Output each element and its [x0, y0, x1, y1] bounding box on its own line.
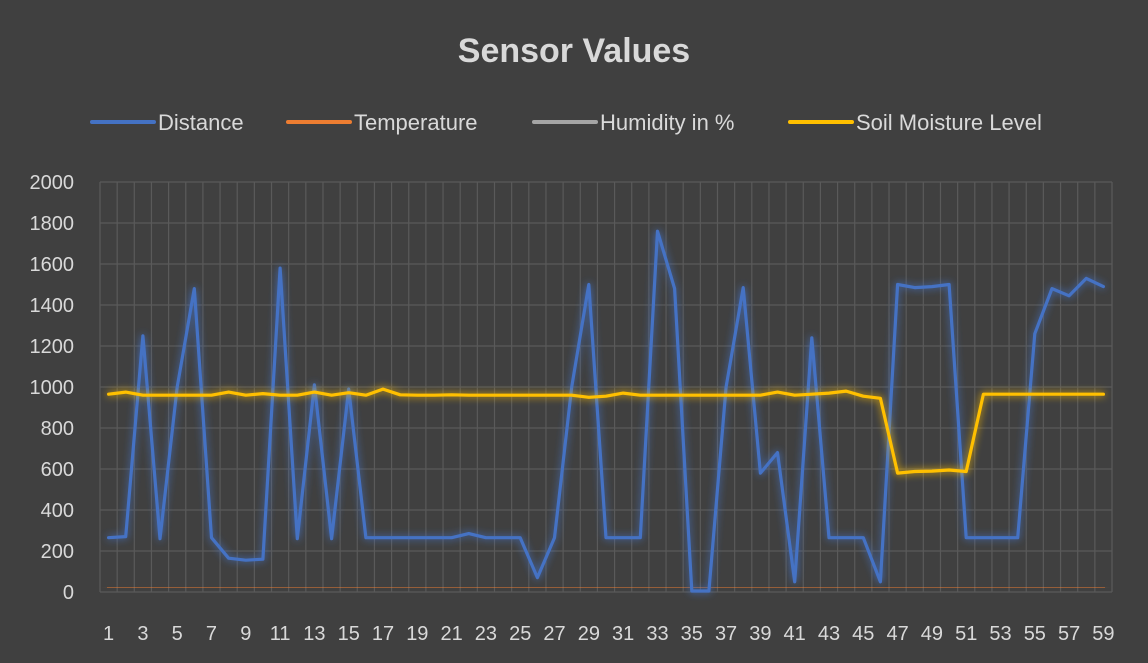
y-tick-label: 1600: [30, 254, 75, 276]
legend-label: Humidity in %: [600, 110, 734, 135]
x-tick-label: 21: [441, 623, 463, 645]
x-tick-label: 47: [886, 623, 908, 645]
chart-title: Sensor Values: [458, 32, 690, 70]
x-tick-label: 9: [240, 623, 251, 645]
y-tick-label: 800: [41, 418, 74, 440]
x-tick-label: 15: [338, 623, 360, 645]
x-tick-label: 51: [955, 623, 977, 645]
x-tick-label: 35: [681, 623, 703, 645]
y-tick-label: 400: [41, 500, 74, 522]
legend-label: Soil Moisture Level: [856, 110, 1042, 135]
y-tick-label: 1800: [30, 213, 75, 235]
x-tick-label: 17: [372, 623, 394, 645]
x-tick-label: 29: [578, 623, 600, 645]
y-tick-label: 200: [41, 541, 74, 563]
legend: Distance Temperature Humidity in % Soil Moi…: [90, 110, 1042, 135]
x-tick-label: 45: [852, 623, 874, 645]
x-tick-label: 43: [818, 623, 840, 645]
legend-entry: Distance: [90, 110, 244, 135]
x-tick-label: 39: [749, 623, 771, 645]
x-tick-label: 53: [989, 623, 1011, 645]
y-tick-label: 0: [63, 582, 74, 604]
x-tick-label: 57: [1058, 623, 1080, 645]
x-tick-label: 55: [1024, 623, 1046, 645]
x-tick-label: 41: [784, 623, 806, 645]
y-tick-label: 2000: [30, 172, 75, 194]
x-tick-label: 13: [303, 623, 325, 645]
legend-label: Temperature: [354, 110, 478, 135]
x-tick-label: 31: [612, 623, 634, 645]
y-tick-label: 1000: [30, 377, 75, 399]
x-tick-label: 37: [715, 623, 737, 645]
x-tick-label: 7: [206, 623, 217, 645]
legend-entry: Humidity in %: [532, 110, 734, 135]
y-tick-label: 600: [41, 459, 74, 481]
x-tick-label: 11: [270, 623, 291, 645]
series-line-soil-moisture-level: [106, 387, 1106, 475]
y-axis-ticks: 0 200 400 600 800 1000 1200 1400 1600 1800 2000: [30, 172, 75, 604]
x-tick-label: 25: [509, 623, 531, 645]
legend-label: Distance: [158, 110, 244, 135]
x-tick-label: 1: [103, 623, 114, 645]
series-lines: [106, 229, 1106, 593]
x-tick-label: 59: [1092, 623, 1114, 645]
x-tick-label: 49: [921, 623, 943, 645]
series-line-distance: [106, 229, 1106, 593]
y-tick-label: 1200: [30, 336, 75, 358]
x-tick-label: 3: [137, 623, 148, 645]
x-tick-label: 27: [543, 623, 565, 645]
x-tick-label: 5: [172, 623, 183, 645]
gridlines: [99, 181, 1113, 593]
legend-entry: Soil Moisture Level: [788, 110, 1042, 135]
x-axis-ticks: 1 3 5 7 9 11 13 15 17 19 21 23 25 27 29 31 33 35 37 39 41 43 4…: [103, 623, 1115, 645]
y-tick-label: 1400: [30, 295, 75, 317]
legend-entry: Temperature: [286, 110, 478, 135]
x-tick-label: 19: [406, 623, 428, 645]
x-tick-label: 33: [646, 623, 668, 645]
x-tick-label: 23: [475, 623, 497, 645]
